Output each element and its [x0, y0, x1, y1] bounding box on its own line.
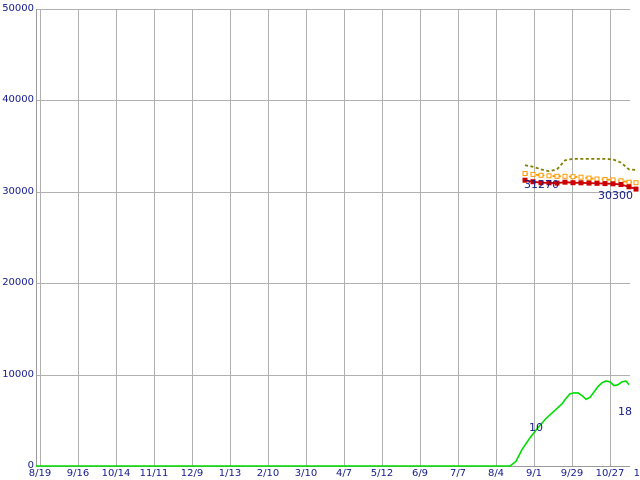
x-axis-tick-label: 10/27: [595, 468, 625, 479]
gridline-vertical: [496, 9, 497, 466]
x-axis-tick-label: 4/7: [335, 468, 353, 479]
gridline-vertical: [40, 9, 41, 466]
primary-end-value: 30300: [598, 189, 633, 202]
gridline-vertical: [344, 9, 345, 466]
gridline-vertical: [610, 9, 611, 466]
x-axis-tick-label: 9/1: [525, 468, 543, 479]
gridline-horizontal: [36, 283, 630, 285]
plot-area: [36, 9, 630, 467]
x-axis-tick-label: 8/19: [28, 468, 52, 479]
primary-start-value: 31270: [524, 178, 559, 191]
gridline-vertical: [534, 9, 535, 466]
gridline-vertical: [306, 9, 307, 466]
gridline-horizontal: [36, 9, 630, 10]
x-axis-tick-label: 11/24: [633, 468, 640, 479]
y-axis-tick-label: 30000: [2, 185, 34, 197]
x-axis-tick-label: 6/9: [411, 468, 429, 479]
x-axis-line: [36, 466, 630, 467]
y-axis-tick-label: 0: [27, 460, 34, 471]
gridline-vertical: [458, 9, 459, 466]
x-axis-tick-label: 8/4: [487, 468, 505, 479]
series-marker-mid-band: [633, 180, 639, 186]
gridline-vertical: [116, 9, 117, 466]
y-axis-line: [36, 9, 37, 466]
gridline-vertical: [572, 9, 573, 466]
x-axis-tick-label: 10/14: [101, 468, 131, 479]
y-axis-tick-label: 50000: [2, 3, 34, 14]
x-axis-tick-label: 9/29: [560, 468, 584, 479]
gridline-horizontal: [36, 100, 630, 102]
volume-start-value: 10: [529, 421, 543, 434]
x-axis-tick-label: 11/11: [139, 468, 169, 479]
gridline-vertical: [78, 9, 79, 466]
x-axis-tick-label: 5/12: [370, 468, 394, 479]
x-axis-tick-label: 2/10: [256, 468, 280, 479]
gridline-vertical: [154, 9, 155, 466]
x-axis-tick-label: 1/13: [218, 468, 242, 479]
x-axis-tick-label: 7/7: [449, 468, 467, 479]
gridline-vertical: [230, 9, 231, 466]
y-axis-tick-label: 10000: [2, 368, 34, 380]
x-axis-tick-label: 9/16: [66, 468, 90, 479]
x-axis-tick-label: 12/9: [180, 468, 204, 479]
y-axis-tick-label: 20000: [2, 277, 34, 289]
gridline-vertical: [192, 9, 193, 466]
gridline-horizontal: [36, 374, 630, 376]
gridline-vertical: [420, 9, 421, 466]
gridline-vertical: [268, 9, 269, 466]
volume-end-value: 18: [618, 405, 632, 418]
y-axis-tick-label: 40000: [2, 94, 34, 106]
gridline-horizontal: [36, 191, 630, 193]
series-marker-primary: [633, 186, 639, 192]
x-axis-tick-label: 3/10: [294, 468, 318, 479]
gridline-vertical: [382, 9, 383, 466]
